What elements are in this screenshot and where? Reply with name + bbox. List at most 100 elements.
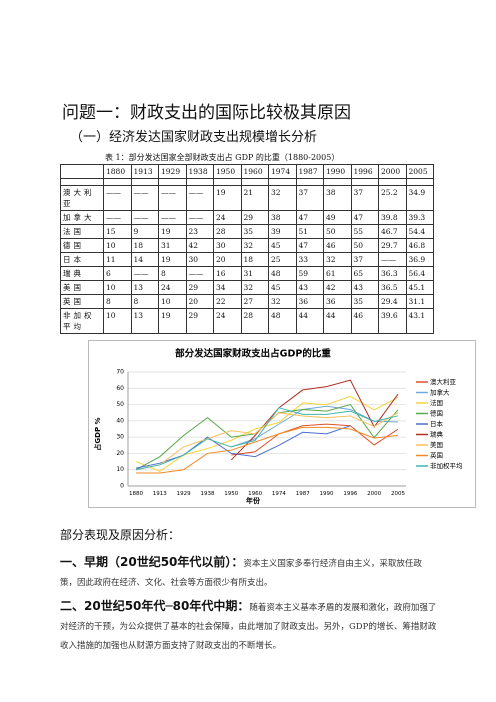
cell: 25.2 xyxy=(378,185,407,211)
cell: 45 xyxy=(268,238,297,253)
legend-label: 美国 xyxy=(430,440,443,449)
y-tick-label: 40 xyxy=(116,417,124,424)
cell: 44 xyxy=(295,308,324,334)
cell: 27 xyxy=(240,294,269,309)
x-tick-label: 1938 xyxy=(200,491,214,497)
empty-cell xyxy=(268,178,297,186)
legend-label: 日本 xyxy=(430,419,444,428)
cell: 18 xyxy=(240,252,269,267)
cell: 37 xyxy=(350,252,379,267)
cell: —— xyxy=(130,210,159,225)
cell: 61 xyxy=(323,266,352,281)
cell: 38 xyxy=(268,210,297,225)
x-tick-label: 1913 xyxy=(153,491,167,497)
row-name: 瑞典 xyxy=(60,266,104,281)
cell: 34.9 xyxy=(405,185,434,211)
section-text: 资本主义国家多奉行经济自由主义，采取放任政策，因此政府在经济、文化、社会等方面很… xyxy=(60,559,422,588)
cell: 29 xyxy=(185,280,214,295)
x-tick-label: 1880 xyxy=(129,491,143,497)
cell: 35 xyxy=(240,224,269,239)
series-line xyxy=(231,423,399,456)
cell: 30 xyxy=(213,238,242,253)
cell: 19 xyxy=(158,308,187,334)
cell: 36 xyxy=(295,294,324,309)
header-cell: 1913 xyxy=(130,164,159,179)
chart: 部分发达国家财政支出占GDP的比重 年份 占GDP % 0 10 20 30 40 50 6… xyxy=(88,340,476,508)
cell: —— xyxy=(130,266,159,281)
cell: 46.8 xyxy=(405,238,434,253)
cell: 10 xyxy=(103,280,132,295)
cell: 42 xyxy=(323,280,352,295)
y-axis-label: 占GDP % xyxy=(93,417,102,450)
x-tick-label: 1960 xyxy=(248,491,262,497)
chart-title: 部分发达国家财政支出占GDP的比重 xyxy=(175,348,331,360)
cell: 48 xyxy=(268,308,297,334)
legend-label: 加拿大 xyxy=(430,388,450,397)
empty-cell xyxy=(60,178,104,186)
cell: 50 xyxy=(350,238,379,253)
empty-cell xyxy=(158,178,187,186)
title: 问题一：财政支出的国际比较极其原因 xyxy=(62,103,351,123)
analysis: 部分表现及原因分析： 一、早期（20世纪50年代以前）：资本主义国家多奉行经济自… xyxy=(60,526,438,660)
cell: 13 xyxy=(130,308,159,334)
cell: 22 xyxy=(213,294,242,309)
cell: 20 xyxy=(185,294,214,309)
cell: 8 xyxy=(103,294,132,309)
row-name: 加拿大 xyxy=(60,210,104,225)
cell: 28 xyxy=(213,224,242,239)
cell: 55 xyxy=(350,224,379,239)
cell: 16 xyxy=(213,266,242,281)
section: 二、20世纪50年代─80年代中期：随着资本主义基本矛盾的发展和激化，政府加强了… xyxy=(60,597,438,654)
cell: 13 xyxy=(130,280,159,295)
x-tick-label: 1974 xyxy=(272,491,286,497)
corner-cell xyxy=(60,164,104,179)
legend-label: 法国 xyxy=(430,398,443,407)
cell: 23 xyxy=(185,224,214,239)
cell: 21 xyxy=(240,185,269,211)
y-tick-label: 50 xyxy=(116,401,124,408)
cell: 43.1 xyxy=(405,308,434,334)
data-row: 加拿大 —— —— —— —— 24 29 38 47 49 47 39.8 39.3 xyxy=(60,210,434,225)
cell: 24 xyxy=(158,280,187,295)
row-name: 法国 xyxy=(60,224,104,239)
x-tick-label: 1990 xyxy=(320,491,334,497)
cell: 47 xyxy=(350,210,379,225)
section-text: 随着资本主义基本矛盾的发展和激化，政府加强了对经济的干预，为公众提供了基本的社会… xyxy=(60,603,437,651)
x-tick-label: 1929 xyxy=(177,491,191,497)
cell: 45 xyxy=(268,280,297,295)
cell: 46 xyxy=(350,308,379,334)
cell: 44 xyxy=(323,308,352,334)
cell: 35 xyxy=(350,294,379,309)
x-tick-label: 2000 xyxy=(367,491,381,497)
cell: 29 xyxy=(185,308,214,334)
cell: 19 xyxy=(158,252,187,267)
cell: 6 xyxy=(103,266,132,281)
cell: 10 xyxy=(103,238,132,253)
empty-cell xyxy=(185,178,214,186)
cell: 46 xyxy=(323,238,352,253)
header-cell: 1880 xyxy=(103,164,132,179)
cell: 10 xyxy=(158,294,187,309)
header-cell: 1990 xyxy=(323,164,352,179)
cell: 43 xyxy=(295,280,324,295)
cell: 39.6 xyxy=(378,308,407,334)
row-name: 非加权平均 xyxy=(60,308,104,334)
row-name: 澳大利亚 xyxy=(60,185,104,211)
cell: 19 xyxy=(158,224,187,239)
cell: 45.1 xyxy=(405,280,434,295)
cell: —— xyxy=(185,266,214,281)
x-axis-label: 年份 xyxy=(246,496,261,505)
cell: 19 xyxy=(213,185,242,211)
series-line xyxy=(135,407,399,471)
cell: 24 xyxy=(213,210,242,225)
legend-label: 德国 xyxy=(430,409,443,418)
cell: 31 xyxy=(158,238,187,253)
cell: 65 xyxy=(350,266,379,281)
y-tick-label: 20 xyxy=(116,450,124,457)
data-row: 瑞典 6 —— 8 —— 16 31 48 59 61 65 36.3 56.4 xyxy=(60,266,434,281)
cell: 15 xyxy=(103,224,132,239)
empty-cell xyxy=(213,178,242,186)
empty-cell xyxy=(130,178,159,186)
cell: 33 xyxy=(295,252,324,267)
row-name: 日本 xyxy=(60,252,104,267)
